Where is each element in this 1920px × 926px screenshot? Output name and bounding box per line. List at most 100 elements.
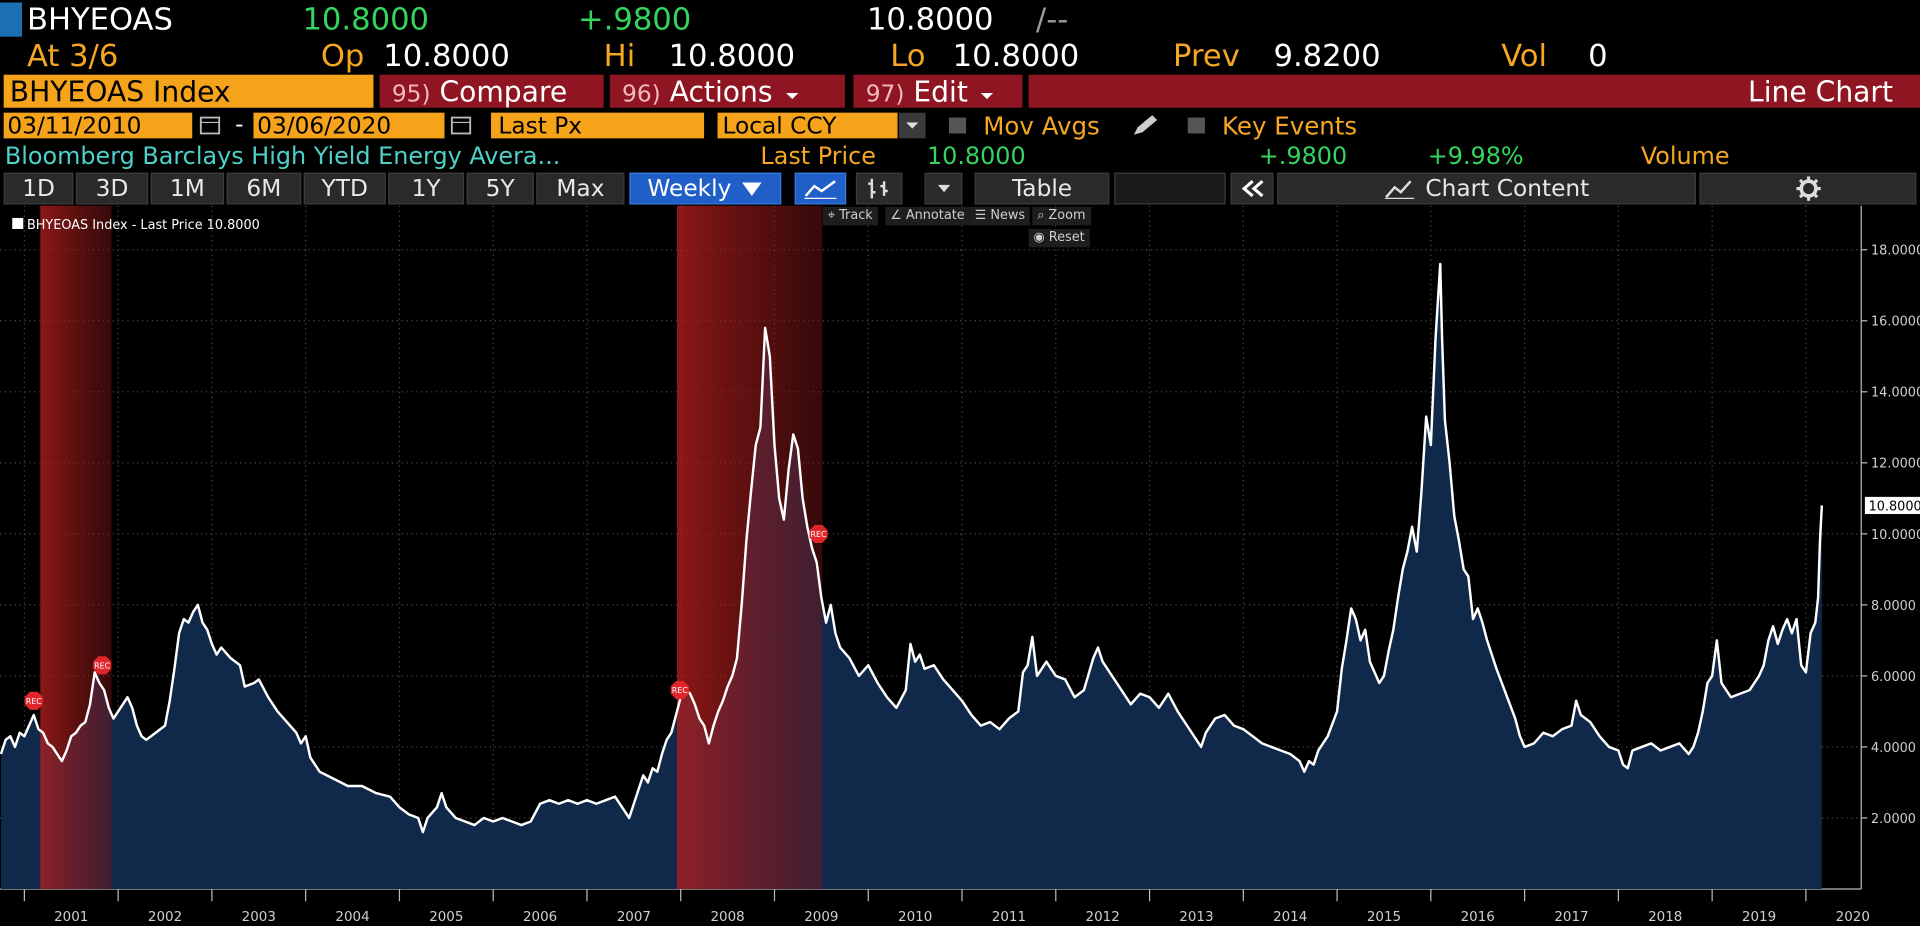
y-tick-label: 14.0000 (1871, 386, 1920, 401)
x-tick-label: 2009 (804, 910, 838, 925)
x-tick-label: 2012 (1086, 910, 1120, 925)
security-field[interactable]: BHYEOAS Index (3, 74, 374, 109)
dropdown-icon (937, 184, 950, 193)
edit-button[interactable]: 97) Edit (853, 74, 1023, 109)
calendar-icon[interactable] (197, 113, 224, 139)
collapse-button[interactable] (1230, 172, 1274, 205)
quote-separator: /-- (1035, 1, 1069, 37)
last-price: 10.8000 (302, 1, 430, 37)
last-value-label: 10.8000 (1869, 499, 1920, 514)
price-value: 10.8000 (926, 142, 1026, 171)
x-tick-label: 2004 (335, 910, 369, 925)
x-tick-label: 2003 (242, 910, 276, 925)
open-value: 10.8000 (383, 37, 510, 74)
period-button[interactable]: Max (536, 172, 625, 205)
line (0, 262, 1824, 834)
chart-content-label: Chart Content (1425, 175, 1590, 203)
frequency-label: Weekly (647, 175, 732, 203)
line-chart-toggle[interactable] (794, 172, 847, 205)
y-tick-label: 18.0000 (1871, 244, 1920, 259)
frequency-select[interactable]: Weekly (629, 172, 782, 205)
zoom-tool[interactable]: ⌕ Zoom (1032, 206, 1091, 226)
field-select[interactable]: Last Px (491, 112, 705, 140)
x-tick-label: 2008 (710, 910, 744, 925)
button-number: 95) (391, 80, 431, 108)
tool-label: Zoom (1048, 208, 1086, 223)
period-label: 5Y (485, 175, 515, 203)
calendar-icon[interactable] (448, 113, 475, 139)
quote: 10.8000 (866, 1, 994, 37)
chart-content-button[interactable]: Chart Content (1277, 172, 1696, 205)
legend-swatch (12, 217, 24, 229)
actions-button[interactable]: 96) Actions (609, 74, 845, 109)
date-separator: - (235, 111, 244, 139)
y-tick-label: 2.0000 (1871, 812, 1916, 827)
period-button[interactable]: 5Y (466, 172, 534, 205)
volume-value: 0 (1588, 37, 1608, 74)
line-icon (804, 180, 837, 199)
checkbox[interactable] (948, 117, 967, 134)
ticker: BHYEOAS (26, 1, 173, 37)
table-label: Table (1011, 175, 1073, 203)
x-tick-label: 2011 (992, 910, 1026, 925)
period-label: 1D (22, 175, 55, 203)
high-value: 10.8000 (668, 37, 796, 74)
x-tick-label: 2002 (148, 910, 182, 925)
period-label: Max (556, 175, 605, 203)
change-value: +.9800 (1258, 142, 1348, 171)
event-marker-label: REC (672, 686, 689, 695)
view-title: Line Chart (1028, 74, 1920, 109)
pencil-icon[interactable] (1129, 113, 1161, 139)
track-tool[interactable]: ⌖ Track (822, 206, 878, 226)
period-button[interactable]: 3D (75, 172, 149, 205)
checkbox[interactable] (1187, 117, 1205, 134)
start-date[interactable]: 03/11/2010 (3, 112, 193, 140)
period-button[interactable]: 1M (150, 172, 225, 205)
period-label: 1Y (411, 175, 441, 203)
as-of: At 3/6 (26, 37, 119, 74)
compare-button[interactable]: 95) Compare (379, 74, 604, 109)
period-button[interactable]: YTD (303, 172, 386, 205)
settings-button[interactable] (1699, 172, 1917, 205)
x-tick-label: 2018 (1648, 910, 1682, 925)
end-date[interactable]: 03/06/2020 (253, 112, 445, 140)
period-label: YTD (321, 175, 368, 203)
start-date-text: 03/11/2010 (7, 112, 142, 140)
volume-label: Volume (1640, 142, 1730, 171)
prev-value: 9.8200 (1273, 37, 1381, 74)
period-button[interactable]: 1Y (388, 172, 465, 205)
dropdown-icon (786, 93, 799, 100)
collapse-icon (1241, 180, 1263, 198)
security-name: Bloomberg Barclays High Yield Energy Ave… (4, 142, 561, 171)
low-value: 10.8000 (952, 37, 1080, 74)
tool-label: Reset (1048, 230, 1085, 245)
button-label: Compare (439, 77, 568, 109)
news-tool[interactable]: ☰ News (969, 206, 1030, 226)
annotate-tool[interactable]: ∠ Annotate (885, 206, 970, 226)
open-label: Op (320, 37, 365, 74)
x-tick-label: 2001 (54, 910, 88, 925)
table-button[interactable]: Table (974, 172, 1110, 205)
recession-band (40, 205, 112, 889)
currency-text: Local CCY (722, 112, 837, 140)
event-marker-label: REC (94, 661, 111, 670)
dropdown-icon[interactable] (898, 112, 926, 139)
x-tick-label: 2010 (898, 910, 932, 925)
dropdown-icon (981, 93, 994, 100)
chart-style-dropdown[interactable] (924, 172, 963, 205)
button-label: Actions (669, 77, 773, 109)
currency-select[interactable]: Local CCY (717, 112, 898, 140)
event-marker (809, 524, 828, 543)
change-percent: +9.98% (1427, 142, 1524, 171)
net-change: +.9800 (577, 1, 692, 37)
period-button[interactable]: 6M (226, 172, 302, 205)
y-tick-label: 6.0000 (1871, 670, 1916, 685)
period-button[interactable]: 1D (3, 172, 74, 205)
ohlc-icon (868, 178, 888, 199)
reset-tool[interactable]: ◉ Reset (1028, 228, 1090, 248)
x-tick-label: 2014 (1273, 910, 1307, 925)
x-tick-label: 2019 (1742, 910, 1776, 925)
bar-chart-toggle[interactable] (855, 172, 903, 205)
area (0, 263, 1822, 889)
